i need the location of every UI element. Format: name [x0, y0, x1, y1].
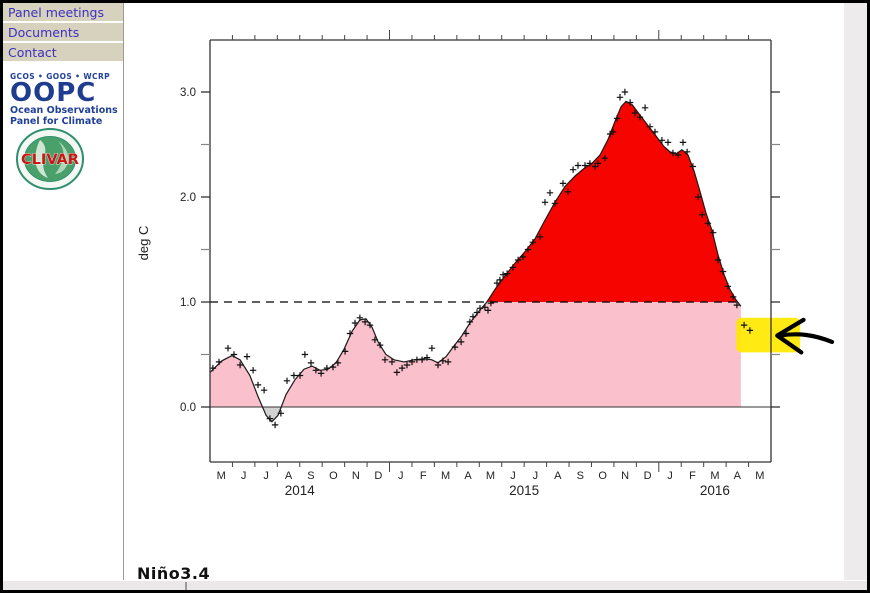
- axes-frame: [209, 39, 772, 463]
- below-threshold-area: [210, 101, 741, 422]
- month-label: M: [755, 470, 764, 482]
- value-ticks: [201, 91, 780, 408]
- clivar-logo[interactable]: CLIVAR: [14, 127, 86, 193]
- month-label: S: [577, 470, 584, 482]
- month-label: A: [464, 470, 472, 482]
- oopc-orgs-line: GCOS • GOOS • WCRP: [10, 72, 111, 81]
- oopc-logo[interactable]: GCOS • GOOS • WCRP OOPC Ocean Observatio…: [10, 72, 120, 127]
- y-axis-title: deg C: [136, 226, 151, 261]
- month-label: F: [689, 470, 696, 482]
- y-tick-label: 0.0: [180, 402, 196, 414]
- clivar-globe-icon: CLIVAR: [16, 128, 84, 190]
- sidebar: Panel meetings Documents Contact GCOS • …: [3, 3, 124, 584]
- year-label: 2016: [700, 483, 730, 498]
- sidebar-item-contact[interactable]: Contact: [3, 43, 124, 63]
- oopc-name-line2: Panel for Climate: [10, 116, 103, 127]
- month-label: M: [486, 470, 495, 482]
- clivar-wordmark: CLIVAR: [21, 152, 79, 168]
- month-label: J: [241, 470, 247, 482]
- below-zero-area: [262, 407, 282, 422]
- month-label: D: [644, 470, 652, 482]
- highlighter-box: [736, 317, 801, 353]
- month-label: D: [374, 470, 382, 482]
- month-label: J: [398, 470, 404, 482]
- month-label: O: [598, 470, 607, 482]
- weekly-plus-markers: [209, 88, 754, 429]
- y-tick-label: 2.0: [180, 192, 196, 204]
- hand-drawn-arrow: [775, 317, 835, 355]
- horizontal-scrollbar[interactable]: [3, 580, 867, 590]
- month-label: N: [352, 470, 360, 482]
- month-label: A: [734, 470, 742, 482]
- vertical-scrollbar[interactable]: [843, 3, 867, 590]
- y-tick-label: 1.0: [180, 297, 196, 309]
- el-nino-peak-area: [486, 101, 738, 302]
- month-label: A: [554, 470, 562, 482]
- month-label: J: [667, 470, 673, 482]
- month-label: J: [510, 470, 516, 482]
- month-label: A: [285, 470, 293, 482]
- chart-caption: Niño3.4: [137, 564, 211, 583]
- month-label: J: [263, 470, 269, 482]
- year-label: 2014: [285, 483, 316, 498]
- sidebar-divider: [123, 3, 124, 581]
- nino34-chart: 0.01.02.03.0M J J A S O N D J F M A M J J A S O N D J F M A M201…: [136, 30, 835, 498]
- month-label: M: [217, 470, 226, 482]
- oopc-acronym: OOPC: [10, 78, 97, 108]
- axis-labels: 0.01.02.03.0M J J A S O N D J F M A M J J A S O N D J F M A M201…: [136, 87, 764, 498]
- month-label: J: [533, 470, 539, 482]
- sidebar-item-documents[interactable]: Documents: [3, 23, 124, 43]
- scrollbar-notch: [185, 582, 187, 590]
- oopc-name-line1: Ocean Observations: [10, 105, 118, 116]
- smoothed-curve: [209, 100, 742, 423]
- y-tick-label: 3.0: [180, 87, 196, 99]
- month-label: S: [307, 470, 314, 482]
- month-label: M: [441, 470, 450, 482]
- sidebar-item-panel-meetings[interactable]: Panel meetings: [3, 3, 124, 23]
- month-ticks: [231, 30, 750, 472]
- month-label: M: [710, 470, 719, 482]
- year-label: 2015: [509, 483, 539, 498]
- month-label: F: [420, 470, 427, 482]
- month-label: O: [329, 470, 338, 482]
- month-label: N: [621, 470, 629, 482]
